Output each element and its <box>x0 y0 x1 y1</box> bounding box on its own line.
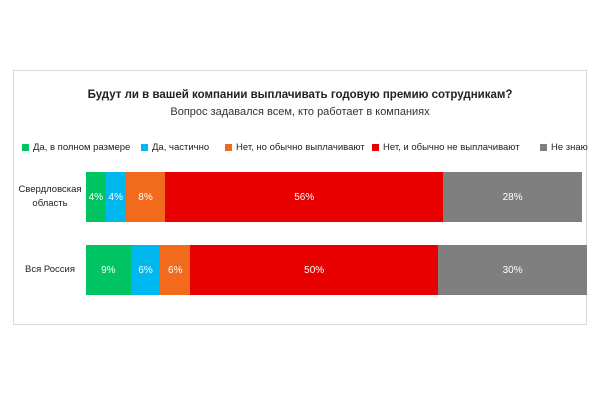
legend-swatch <box>141 143 148 151</box>
chart-title: Будут ли в вашей компании выплачивать го… <box>87 89 513 101</box>
legend-label: Не знаю <box>551 142 588 153</box>
bar-segment: 9% <box>86 245 131 295</box>
legend-item: Не знаю <box>540 142 588 153</box>
bar-segment: 4% <box>105 172 126 222</box>
bar-segment: 50% <box>190 245 439 295</box>
data-label: 4% <box>108 191 123 203</box>
legend-item: Нет, и обычно не выплачивают <box>372 142 520 153</box>
legend-swatch <box>372 143 379 151</box>
data-label: 56% <box>294 191 315 203</box>
data-label: 30% <box>502 264 523 276</box>
bar-segment: 56% <box>165 172 444 222</box>
legend-label: Да, в полном размере <box>33 142 131 153</box>
category-label: Свердловская область <box>18 184 82 209</box>
chart-subtitle: Вопрос задавался всем, кто работает в ко… <box>170 106 430 118</box>
bar-segment: 4% <box>86 172 106 222</box>
bar-segment: 28% <box>443 172 583 222</box>
data-label: 28% <box>502 191 523 203</box>
legend-item: Да, частично <box>141 142 209 153</box>
legend-swatch <box>22 143 29 151</box>
data-label: 6% <box>138 264 153 276</box>
legend-item: Да, в полном размере <box>22 142 130 153</box>
data-label: 4% <box>88 191 104 203</box>
data-label: 50% <box>304 264 325 276</box>
legend-swatch <box>225 143 232 151</box>
bar-segment: 30% <box>438 245 587 295</box>
bar-segment: 8% <box>125 172 166 222</box>
data-label: 9% <box>101 264 116 276</box>
legend-swatch <box>540 143 547 151</box>
chart-frame <box>13 70 587 325</box>
bar-segment: 6% <box>130 245 161 295</box>
bar-segment: 6% <box>160 245 191 295</box>
legend-item: Нет, но обычно выплачивают <box>225 142 365 153</box>
data-label: 8% <box>138 191 153 203</box>
legend-label: Нет, но обычно выплачивают <box>236 142 365 153</box>
category-label: Вся Россия <box>24 264 76 275</box>
legend-label: Нет, и обычно не выплачивают <box>383 142 520 153</box>
legend-label: Да, частично <box>152 142 210 153</box>
data-label: 6% <box>168 264 183 276</box>
